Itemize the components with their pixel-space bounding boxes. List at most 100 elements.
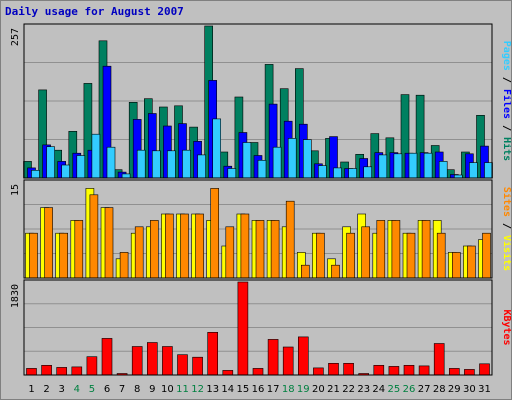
kbytes-kbytes-bar-19 [297,336,309,376]
day-label-25: 25 [388,384,401,395]
kbytes-kbytes-bar-28 [433,343,445,376]
day-label-19: 19 [297,384,310,395]
kbytes-kbytes-bar-21 [328,362,339,376]
kbytes-kbytes-bar-29 [448,368,460,376]
day-label-26: 26 [403,384,416,395]
visits-sites-bar-10 [165,213,174,279]
day-label-13: 13 [206,384,219,395]
day-label-7: 7 [119,384,125,395]
day-label-22: 22 [342,384,355,395]
kbytes-plot-frame [23,279,493,376]
side-legend-part: KBytes [501,309,511,345]
side-legend-part: / [501,217,511,235]
kbytes-kbytes-bar-31 [479,363,490,376]
hits-pages-bar-5 [91,133,101,179]
kbytes-side-legend: KBytes [501,309,511,345]
visits-sites-bar-3 [59,232,69,279]
day-label-24: 24 [372,384,385,395]
hits-pages-bar-24 [378,154,388,179]
visits-sites-bar-1 [29,232,38,279]
hits-pages-bar-26 [408,152,418,179]
visits-sites-bar-30 [467,245,476,279]
day-label-28: 28 [433,384,446,395]
visits-plot-frame [23,179,493,279]
hits-pages-bar-18 [287,138,297,179]
day-label-3: 3 [59,384,65,395]
day-label-11: 11 [176,384,189,395]
hits-pages-bar-30 [469,162,478,179]
visits-sites-bar-16 [255,220,265,279]
hits-side-legend: Pages / Files / Hits [501,41,511,161]
visits-sites-bar-28 [436,232,446,279]
day-label-30: 30 [463,384,476,395]
day-label-9: 9 [149,384,155,395]
kbytes-kbytes-bar-27 [418,365,430,376]
side-legend-part: Sites [501,187,511,217]
kbytes-kbytes-bar-8 [131,346,143,376]
visits-sites-bar-17 [270,220,280,279]
day-label-17: 17 [267,384,280,395]
visits-sites-bar-20 [316,232,325,279]
hits-pages-bar-3 [61,164,71,179]
visits-sites-bar-26 [406,232,416,279]
kbytes-kbytes-bar-15 [237,281,249,376]
day-label-27: 27 [418,384,431,395]
hits-pages-bar-6 [106,146,116,179]
day-label-2: 2 [43,384,49,395]
hits-pages-bar-12 [197,154,206,179]
kbytes-max-label: 1830 [10,284,21,308]
hits-pages-bar-15 [242,142,252,179]
day-label-5: 5 [89,384,95,395]
chart-title: Daily usage for August 2007 [5,5,184,18]
panel-hits: 257 Pages / Files / Hits [10,23,511,179]
visits-sites-bar-2 [44,207,53,279]
kbytes-kbytes-bar-13 [207,331,218,376]
visits-max-label: 15 [10,184,21,196]
visits-sites-bar-14 [225,226,235,279]
side-legend-part: Hits [501,137,511,161]
hits-pages-bar-31 [484,162,493,179]
day-label-15: 15 [237,384,250,395]
kbytes-kbytes-bar-3 [56,367,68,376]
day-label-8: 8 [134,384,140,395]
visits-sites-bar-7 [119,252,129,279]
day-label-29: 29 [448,384,461,395]
kbytes-kbytes-bar-10 [162,346,173,376]
visits-sites-bar-13 [210,188,219,279]
visits-sites-bar-29 [451,252,461,279]
visits-sites-bar-15 [240,213,250,279]
hits-pages-bar-11 [182,149,191,179]
kbytes-kbytes-bar-9 [147,342,158,376]
visits-sites-bar-23 [361,226,371,279]
day-label-18: 18 [282,384,295,395]
day-label-10: 10 [161,384,174,395]
hits-pages-bar-4 [76,155,86,179]
visits-sites-bar-31 [482,232,491,279]
day-label-14: 14 [221,384,234,395]
side-legend-part: / [501,119,511,137]
hits-pages-bar-28 [438,161,448,179]
kbytes-kbytes-bar-25 [388,366,400,376]
day-label-21: 21 [327,384,340,395]
visits-sites-bar-9 [150,220,159,279]
visits-sites-bar-12 [195,213,204,279]
day-label-20: 20 [312,384,325,395]
hits-pages-bar-14 [227,168,237,179]
kbytes-kbytes-bar-5 [86,356,98,376]
hits-pages-bar-1 [31,170,40,179]
hits-pages-bar-25 [393,153,403,179]
kbytes-kbytes-bar-6 [101,338,113,376]
visits-sites-bar-24 [376,220,386,279]
day-label-16: 16 [252,384,265,395]
kbytes-kbytes-bar-20 [313,367,324,376]
kbytes-kbytes-bar-2 [41,364,52,376]
hits-pages-bar-13 [212,118,221,179]
hits-pages-bar-22 [348,168,357,179]
visits-sites-bar-25 [391,220,401,279]
day-label-1: 1 [28,384,34,395]
visits-sites-bar-8 [134,226,144,279]
kbytes-kbytes-bar-26 [403,364,415,376]
kbytes-kbytes-bar-30 [464,369,475,376]
hits-pages-bar-27 [423,152,433,179]
